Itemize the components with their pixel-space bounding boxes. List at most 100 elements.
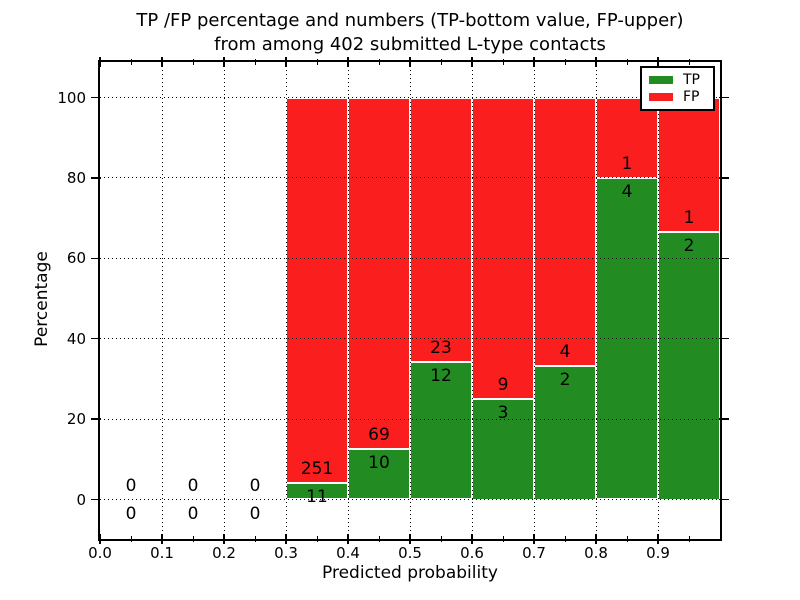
- tp-count-label: 0: [125, 503, 137, 524]
- fp-count-label: 1: [621, 153, 633, 174]
- x-major-tick-top: [471, 57, 473, 67]
- x-minor-tick-bottom: [440, 536, 442, 542]
- x-tick-label: 0.8: [584, 544, 608, 562]
- y-major-tick-right: [719, 257, 729, 260]
- fp-count-label: 0: [125, 475, 137, 496]
- tp-swatch-icon: [649, 76, 673, 84]
- fp-count-label: 69: [368, 424, 390, 445]
- vertical-gridline: [285, 62, 287, 539]
- x-major-tick-top: [161, 57, 163, 67]
- y-tick-label: 20: [66, 410, 86, 429]
- legend-label-fp: FP: [683, 89, 700, 105]
- fp-count-label: 251: [300, 458, 334, 479]
- y-major-tick-right: [719, 177, 729, 179]
- x-major-tick-top: [285, 57, 287, 67]
- y-major-tick-right: [719, 418, 729, 420]
- x-major-tick-bottom: [471, 534, 473, 544]
- vertical-gridline: [161, 62, 163, 539]
- x-major-tick-bottom: [347, 534, 349, 544]
- chart-title-line-1: TP /FP percentage and numbers (TP-bottom…: [136, 10, 684, 31]
- x-tick-label: 0.4: [336, 544, 360, 562]
- fp-bar-segment: [286, 97, 348, 483]
- y-major-tick-right: [719, 96, 729, 99]
- x-major-tick-top: [347, 57, 349, 67]
- fp-count-label: 23: [430, 337, 452, 358]
- legend: TP FP: [640, 66, 715, 111]
- x-minor-tick-bottom: [688, 536, 690, 542]
- horizontal-gridline: [100, 418, 720, 420]
- x-minor-tick-bottom: [502, 536, 504, 542]
- x-major-tick-bottom: [657, 534, 659, 544]
- x-minor-tick-top: [564, 59, 566, 65]
- tp-bar-segment: [348, 448, 410, 500]
- vertical-gridline: [471, 62, 473, 539]
- x-major-tick-bottom: [409, 534, 411, 544]
- tp-count-label: 4: [621, 181, 633, 202]
- y-major-tick-right: [719, 498, 729, 501]
- tp-count-label: 10: [368, 452, 390, 473]
- tp-count-label: 12: [430, 365, 452, 386]
- x-major-tick-bottom: [161, 534, 163, 544]
- tp-bar-segment: [472, 399, 534, 500]
- x-minor-tick-top: [440, 59, 442, 65]
- y-tick-label: 40: [66, 329, 86, 348]
- fp-count-label: 4: [559, 341, 571, 362]
- vertical-gridline: [595, 62, 597, 539]
- fp-count-label: 0: [249, 475, 261, 496]
- tp-count-label: 0: [187, 503, 199, 524]
- x-minor-tick-top: [688, 59, 690, 65]
- x-major-tick-top: [595, 57, 597, 67]
- x-tick-label: 0.1: [150, 544, 174, 562]
- x-minor-tick-top: [316, 59, 318, 65]
- x-minor-tick-bottom: [564, 536, 566, 542]
- horizontal-gridline: [100, 257, 720, 259]
- x-minor-tick-bottom: [316, 536, 318, 542]
- x-major-tick-top: [223, 57, 225, 67]
- horizontal-gridline: [100, 338, 720, 340]
- horizontal-gridline: [100, 177, 720, 179]
- x-minor-tick-top: [502, 59, 504, 65]
- x-major-tick-top: [99, 57, 101, 67]
- vertical-gridline: [657, 62, 659, 539]
- x-tick-label: 0.3: [274, 544, 298, 562]
- tp-count-label: 2: [683, 235, 695, 256]
- fp-count-label: 1: [683, 207, 695, 228]
- legend-label-tp: TP: [683, 72, 700, 88]
- fp-bar-segment: [596, 97, 658, 178]
- y-major-tick-left: [91, 177, 101, 179]
- x-major-tick-bottom: [223, 534, 225, 544]
- x-tick-label: 0.5: [398, 544, 422, 562]
- x-major-tick-bottom: [99, 534, 101, 544]
- plot-area: 0 0 0 0 0 0 251 11 69 10 23 12 9 3 4 2 1 4 1 2: [98, 60, 722, 541]
- x-major-tick-bottom: [285, 534, 287, 544]
- fp-count-label: 9: [497, 375, 509, 395]
- horizontal-gridline: [100, 499, 720, 500]
- tp-bar-segment: [658, 231, 720, 500]
- fp-swatch-icon: [649, 93, 673, 101]
- x-minor-tick-bottom: [626, 536, 628, 542]
- tp-bar-segment: [534, 365, 596, 500]
- tp-count-label: 3: [497, 403, 509, 423]
- x-major-tick-bottom: [533, 534, 535, 544]
- y-major-tick-left: [91, 96, 101, 99]
- legend-entry-tp: TP: [649, 73, 706, 87]
- fp-bar-segment: [410, 97, 472, 362]
- y-tick-label: 60: [66, 249, 86, 268]
- fp-count-label: 0: [187, 475, 199, 496]
- y-tick-label: 100: [57, 88, 86, 107]
- y-major-tick-left: [91, 337, 101, 340]
- x-tick-label: 0.9: [646, 544, 670, 562]
- vertical-gridline: [533, 62, 535, 539]
- fp-bar-segment: [348, 97, 410, 449]
- x-minor-tick-bottom: [192, 536, 194, 542]
- x-major-tick-top: [657, 57, 659, 67]
- legend-entry-fp: FP: [649, 90, 706, 104]
- x-major-tick-top: [409, 57, 411, 67]
- chart-title-line-2: from among 402 submitted L-type contacts: [214, 34, 606, 55]
- x-minor-tick-bottom: [378, 536, 380, 542]
- tp-count-label: 0: [249, 503, 261, 524]
- vertical-gridline: [409, 62, 411, 539]
- y-major-tick-left: [91, 257, 101, 260]
- x-minor-tick-bottom: [130, 536, 132, 542]
